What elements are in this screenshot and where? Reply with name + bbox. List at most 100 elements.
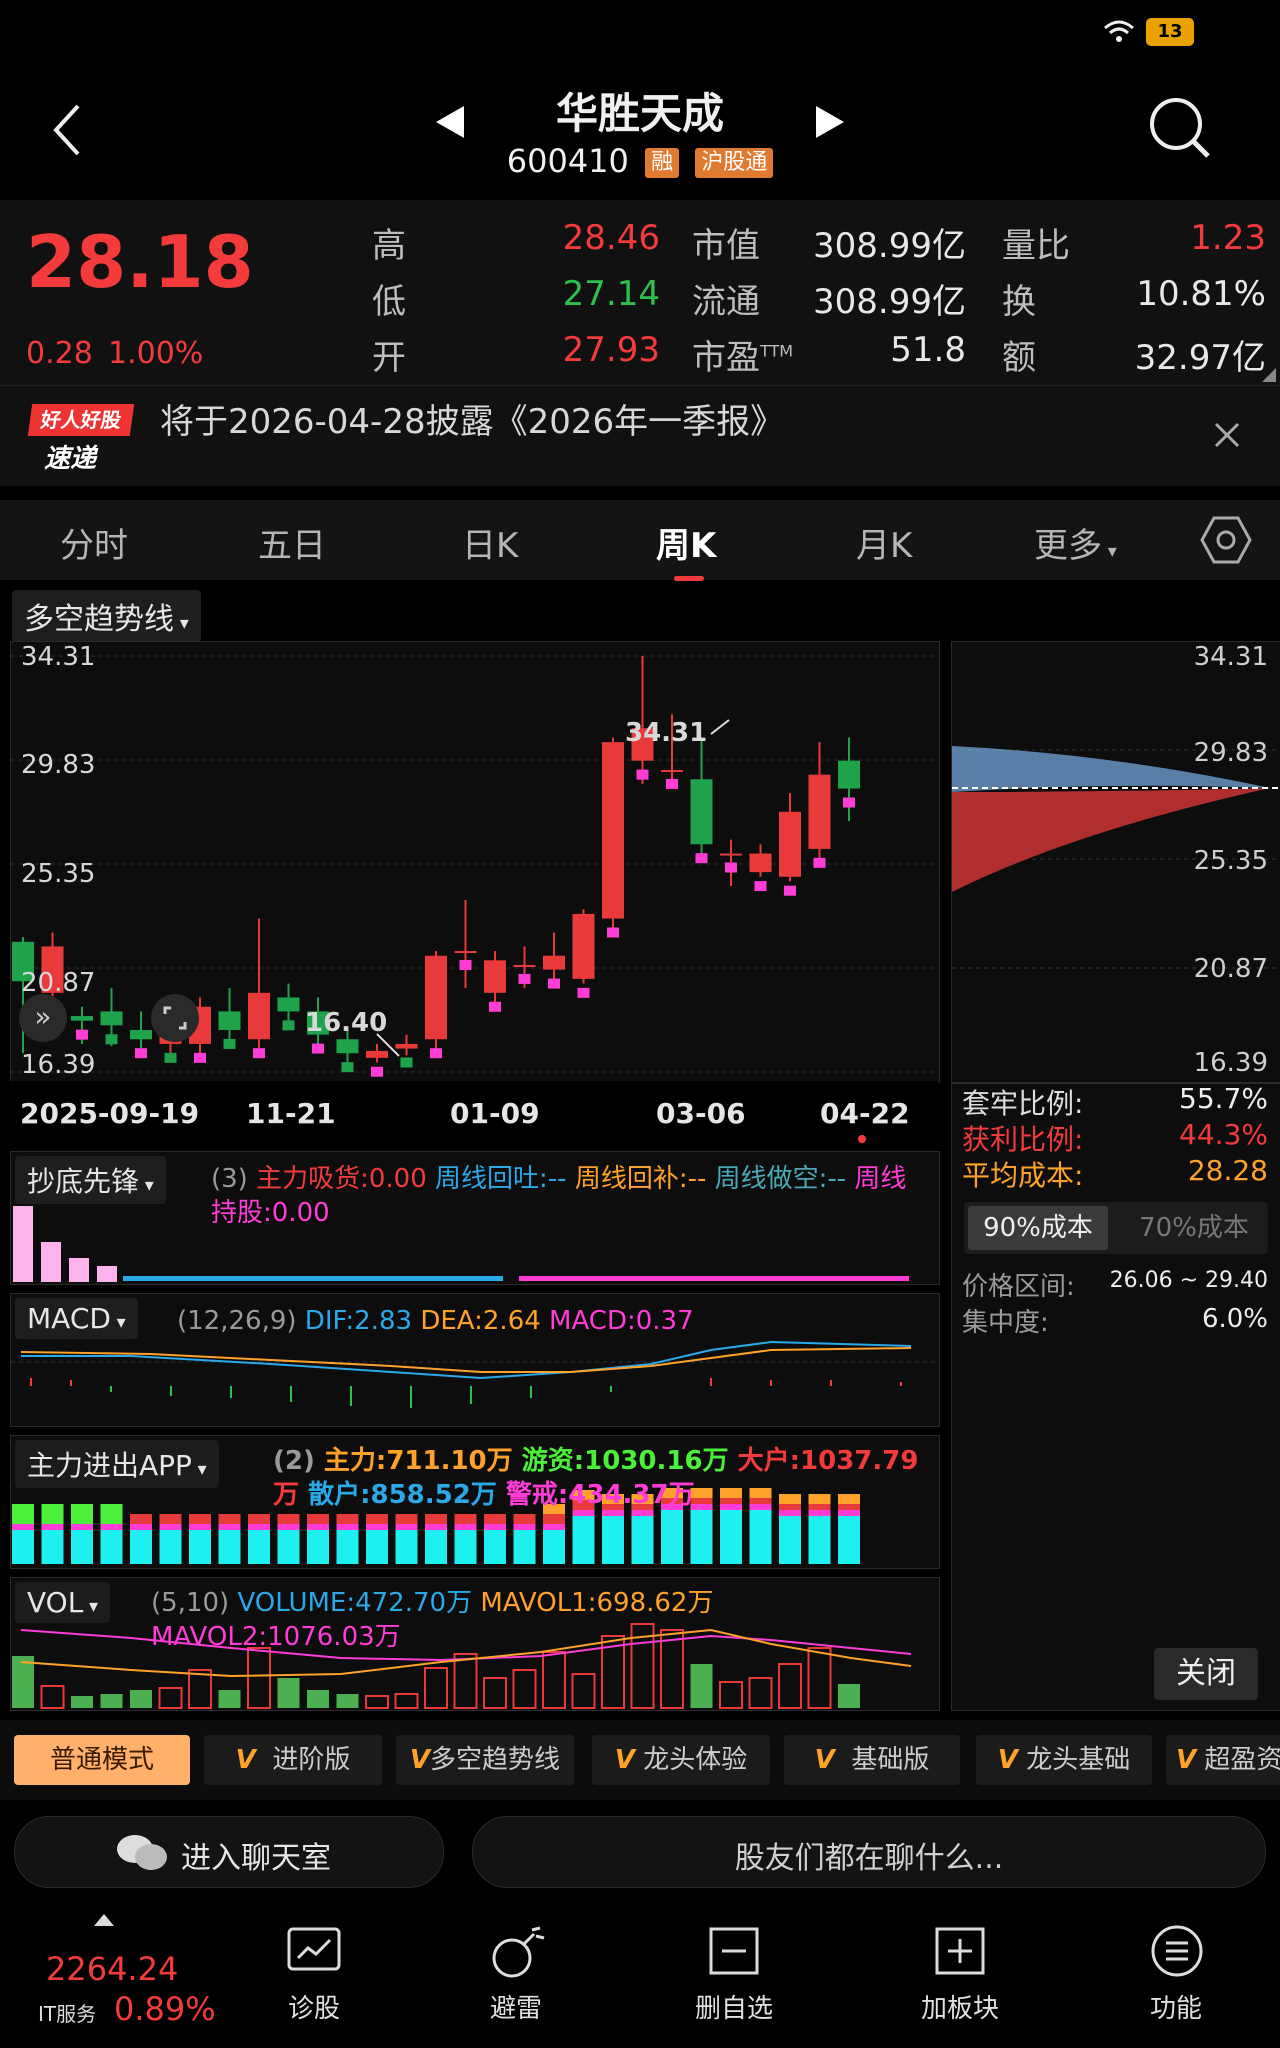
fund-bar-segment [41, 1504, 64, 1524]
x-tick-5: 04-22 [820, 1097, 910, 1130]
nav-add-sector[interactable]: 加板块 [920, 1994, 999, 2024]
chatroom-button[interactable]: 进入聊天室 [14, 1816, 444, 1888]
cost-tab-70[interactable]: 70%成本 [1139, 1213, 1249, 1243]
tab-more[interactable]: 更多 ▾ [1034, 526, 1117, 566]
value-volume-ratio: 1.23 [1190, 218, 1266, 258]
mode-leader-trial-button[interactable]: V 龙头体验 [592, 1735, 770, 1785]
fund-flow-plot [12, 1488, 860, 1564]
header: 华胜天成 600410 融 沪股通 [0, 60, 1280, 200]
volume-bar [100, 1694, 123, 1708]
close-chip-button[interactable]: 关闭 [1154, 1648, 1258, 1700]
mode-normal-button[interactable]: 普通模式 [14, 1735, 190, 1785]
status-bar: 13 [0, 0, 1280, 60]
tab-monthly-k[interactable]: 月K [856, 526, 913, 566]
volume-dropdown[interactable]: VOL ▾ [15, 1582, 111, 1623]
indicator-dropdown[interactable]: 多空趋势线 ▾ [12, 590, 201, 642]
add-sector-icon[interactable] [934, 1926, 986, 1976]
index-value[interactable]: 2264.24 [46, 1950, 179, 1988]
cost-tab-90[interactable]: 90%成本 [968, 1206, 1108, 1250]
fund-bar-segment [307, 1530, 329, 1564]
diagnose-icon[interactable] [286, 1926, 342, 1978]
value-low: 27.14 [562, 274, 660, 314]
prev-stock-icon[interactable] [432, 102, 468, 142]
tab-five-day[interactable]: 五日 [258, 526, 326, 566]
next-stock-icon[interactable] [812, 102, 848, 142]
mode-super-button[interactable]: V 超盈资 [1166, 1735, 1280, 1785]
fund-bar-segment [218, 1514, 241, 1524]
label-market-cap: 市值 [692, 226, 760, 266]
nav-diagnose[interactable]: 诊股 [287, 1994, 340, 2024]
mode-leader-basic-button[interactable]: V 龙头基础 [976, 1735, 1152, 1785]
price-range-value: 26.06 ~ 29.40 [1109, 1268, 1268, 1293]
tab-weekly-k[interactable]: 周K [656, 526, 717, 566]
fund-bar-segment [543, 1530, 565, 1564]
today-dot [858, 1135, 866, 1143]
discussion-input[interactable]: 股友们都在聊什么... [472, 1816, 1266, 1888]
menu-icon[interactable] [1150, 1924, 1204, 1978]
period-tabs: 分时 五日 日K 周K 月K 更多 ▾ [0, 500, 1280, 581]
fund-bar-segment [749, 1504, 772, 1510]
volume-bar [542, 1651, 566, 1709]
fund-bar-segment [248, 1514, 270, 1524]
trend-marker [135, 1048, 147, 1059]
back-icon[interactable] [48, 100, 88, 160]
fund-bar-segment [543, 1514, 565, 1524]
notice-banner[interactable]: 好人好股 速递 将于2026-04-28披露《2026年一季报》 [0, 385, 1280, 486]
fund-bar-segment [661, 1504, 683, 1510]
nav-remove-watchlist[interactable]: 删自选 [694, 1994, 773, 2024]
remove-watchlist-icon[interactable] [708, 1926, 760, 1976]
label-open: 开 [372, 338, 406, 378]
tag-hk-connect: 沪股通 [695, 148, 774, 178]
bottom-fishing-dropdown[interactable]: 抄底先锋 ▾ [15, 1156, 166, 1204]
close-icon[interactable] [1214, 422, 1240, 448]
label-amount: 额 [1002, 338, 1036, 378]
fund-flow-dropdown[interactable]: 主力进出APP ▾ [15, 1440, 219, 1488]
tab-daily-k[interactable]: 日K [462, 526, 519, 566]
fund-bar-segment [41, 1524, 64, 1530]
macd-dropdown[interactable]: MACD ▾ [15, 1298, 138, 1339]
candle-body [71, 1016, 93, 1021]
mode-basic-button[interactable]: V 基础版 [784, 1735, 960, 1785]
fullscreen-icon[interactable] [151, 994, 199, 1042]
fund-bar-segment [838, 1510, 860, 1516]
mode-advanced-button[interactable]: V 进阶版 [204, 1735, 382, 1785]
candle-body [513, 964, 536, 967]
expand-corner-icon[interactable] [1262, 368, 1276, 382]
fund-bar-segment [779, 1504, 801, 1510]
fund-bar-segment [425, 1514, 447, 1524]
volume-bar [188, 1669, 212, 1709]
chatroom-label: 进入聊天室 [181, 1841, 331, 1876]
nav-avoid-risk[interactable]: 避雷 [489, 1994, 542, 2024]
tab-intraday[interactable]: 分时 [60, 526, 128, 566]
trapped-ratio-value: 55.7% [1179, 1082, 1268, 1115]
trend-marker [636, 769, 649, 780]
high-annotation: 34.31 [625, 718, 708, 748]
nav-functions[interactable]: 功能 [1149, 1994, 1202, 2024]
expand-sidebar-icon[interactable]: » [19, 994, 67, 1042]
fund-bar-segment [100, 1530, 123, 1564]
x-tick-1: 2025-09-19 [20, 1097, 200, 1130]
settings-hex-icon[interactable] [1200, 514, 1252, 566]
fund-bar-segment [602, 1510, 624, 1516]
fund-bar-segment [159, 1530, 182, 1564]
kline-chart[interactable]: 34.31 29.83 25.35 20.87 16.39 34.31 16.4… [10, 641, 940, 1083]
search-icon[interactable] [1148, 96, 1212, 160]
fund-bar-segment [572, 1516, 595, 1564]
trend-marker [194, 1052, 206, 1063]
trend-marker [548, 978, 560, 989]
stock-code-line: 600410 融 沪股通 [0, 142, 1280, 180]
trend-marker [371, 1066, 383, 1077]
candle-body [690, 779, 713, 845]
bomb-icon[interactable] [488, 1926, 546, 1980]
fund-bar-segment [130, 1524, 152, 1530]
value-pe: 51.8 [890, 330, 966, 370]
fund-bar-segment [661, 1498, 683, 1504]
volume-bar [630, 1623, 655, 1709]
value-market-cap: 308.99亿 [813, 226, 966, 266]
trend-marker [253, 1048, 265, 1059]
candle-body [631, 728, 654, 761]
value-amount: 32.97亿 [1134, 338, 1266, 378]
kline-plot [11, 655, 939, 1077]
y-tick-2: 29.83 [21, 750, 96, 780]
mode-trend-button[interactable]: V多空趋势线 [396, 1735, 574, 1785]
